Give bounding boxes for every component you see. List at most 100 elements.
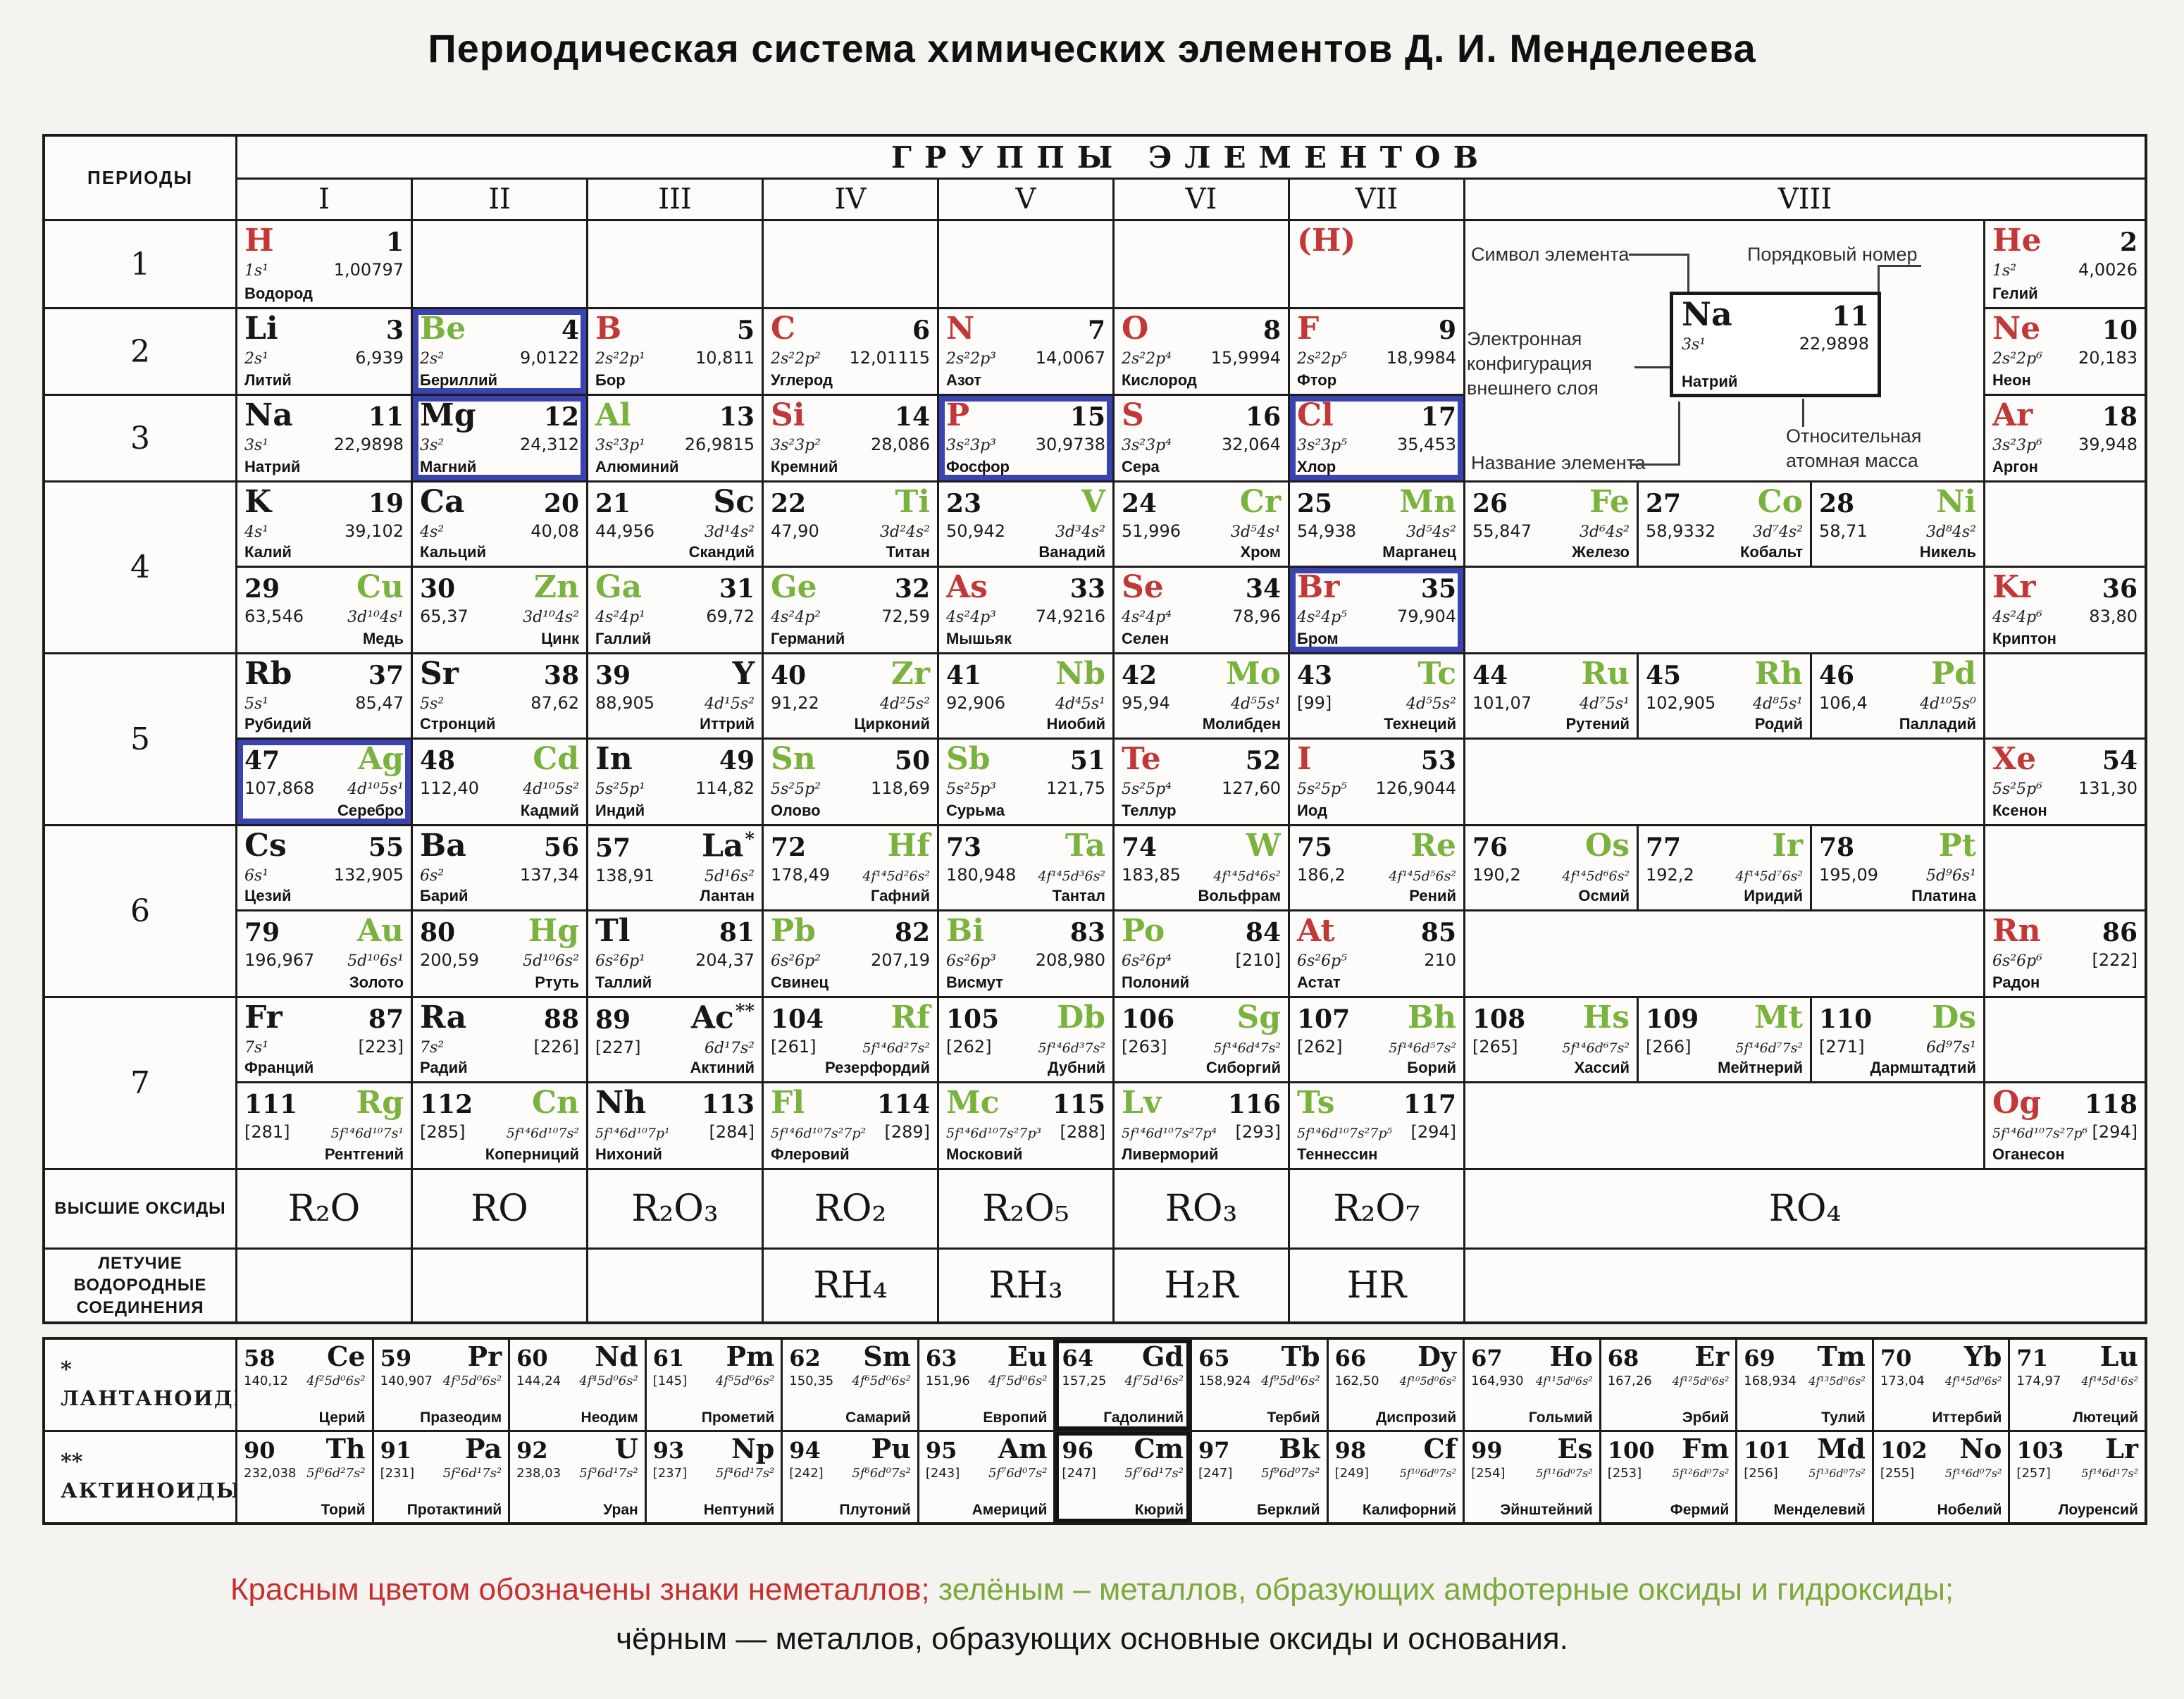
- electron-config: 5f³6d¹7s²: [579, 1466, 638, 1481]
- atomic-number: 63: [925, 1345, 957, 1371]
- element-symbol: Cm: [1134, 1433, 1184, 1464]
- element-name: Натрий: [244, 458, 301, 475]
- element-cell-As: As 33 4s²4p³ 74,9216 Мышьяк: [939, 568, 1112, 652]
- electron-config: 4d⁵5s¹: [1230, 695, 1281, 713]
- element-cell-Hf: 72 Hf 178,49 4f¹⁴5d²6s² Гафний: [764, 826, 937, 909]
- atomic-mass: 158,924: [1198, 1374, 1251, 1388]
- element-symbol: Br: [1297, 569, 1340, 605]
- element-name: Олово: [771, 802, 821, 819]
- atomic-number: 78: [1819, 833, 1855, 862]
- atomic-mass: 9,0122: [520, 348, 579, 368]
- atomic-number: 65: [1198, 1345, 1230, 1371]
- series-marker-icon: *: [61, 1357, 72, 1382]
- element-cell-Tm: 69 Tm 168,934 4f¹³5d⁰6s² Тулий: [1737, 1340, 1872, 1430]
- element-cell-Ti: 22 Ti 47,90 3d²4s² Титан: [764, 483, 937, 566]
- atomic-mass: 28,086: [871, 435, 930, 454]
- element-symbol: Hf: [887, 828, 931, 864]
- electron-config: 5s²5p⁴: [1122, 780, 1172, 798]
- atomic-number: 19: [368, 489, 404, 518]
- electron-config: 3s²3p⁶: [1992, 437, 2043, 454]
- electron-config: 5f¹⁴6d¹⁰7s²7p⁴: [1122, 1126, 1217, 1141]
- color-legend-line-2: чёрным — металлов, образующих основные о…: [0, 1622, 2184, 1657]
- element-cell-Ta: 73 Ta 180,948 4f¹⁴5d³6s² Тантал: [939, 826, 1112, 909]
- atomic-mass: 102,905: [1646, 693, 1716, 713]
- atomic-mass: [253]: [1607, 1466, 1642, 1481]
- electron-config: 4f¹³5d⁰6s²: [1808, 1374, 1866, 1388]
- electron-config: 5s²5p³: [946, 780, 997, 798]
- oxide-formula: R₂O: [237, 1170, 411, 1247]
- element-symbol: No: [1959, 1433, 2002, 1464]
- element-cell-Ts: Ts 117 5f¹⁴6d¹⁰7s²7p⁵ [294] Теннессин: [1290, 1083, 1463, 1168]
- atomic-mass: 195,09: [1819, 865, 1878, 885]
- atomic-number: 56: [543, 833, 579, 862]
- oxide-formula: RO₂: [764, 1170, 937, 1247]
- element-name: Вольфрам: [1198, 887, 1281, 904]
- element-symbol: Gd: [1141, 1340, 1184, 1372]
- electron-config: 6d¹7s²: [704, 1039, 755, 1057]
- atomic-mass: 15,9994: [1210, 348, 1281, 368]
- electron-config: 5f¹⁴6d⁷7s²: [1735, 1040, 1803, 1056]
- element-cell-Yb: 70 Yb 173,04 4f¹⁴5d⁰6s² Иттербий: [1873, 1340, 2009, 1430]
- element-symbol: Y: [732, 656, 755, 692]
- atomic-number: 58: [244, 1345, 275, 1371]
- element-name: Сера: [1122, 458, 1160, 475]
- element-cell-Pd: 46 Pd 106,4 4d¹⁰5s⁰ Палладий: [1812, 654, 1983, 738]
- atomic-number: 3: [385, 316, 404, 345]
- legend-area: Символ элемента Порядковый номер Электронн…: [1465, 221, 1983, 480]
- element-symbol: Ag: [358, 741, 404, 777]
- atomic-mass: 178,49: [771, 865, 830, 885]
- legend-connector-line: [1878, 265, 1921, 267]
- element-cell-Ne: Ne 10 2s²2p⁶ 20,183 Неон: [1985, 309, 2145, 394]
- atomic-mass: 162,50: [1334, 1374, 1379, 1388]
- legend-connector-line: [1878, 265, 1880, 293]
- element-symbol: Db: [1057, 1000, 1105, 1035]
- element-cell-U: 92 U 238,03 5f³6d¹7s² Уран: [510, 1432, 645, 1522]
- atomic-number: 89: [595, 1004, 631, 1035]
- element-cell-V: 23 V 50,942 3d³4s² Ванадий: [939, 483, 1112, 566]
- atomic-mass: 26,9815: [684, 435, 755, 454]
- element-cell-Ds: 110 Ds [271] 6d⁹7s¹ Дармштадтий: [1812, 998, 1983, 1081]
- element-name: Теннессин: [1297, 1145, 1378, 1163]
- atomic-mass: 144,24: [516, 1374, 561, 1388]
- element-symbol: Nh: [595, 1085, 647, 1121]
- element-name: Платина: [1911, 887, 1976, 904]
- atomic-number: 62: [789, 1345, 821, 1371]
- group-numeral-I: I: [237, 180, 411, 219]
- element-symbol: Ir: [1772, 828, 1803, 864]
- oxide-formula: R₂O₃: [588, 1170, 762, 1247]
- element-cell-Zr: 40 Zr 91,22 4d²5s² Цирконий: [764, 654, 937, 738]
- element-symbol: O: [1122, 311, 1149, 347]
- element-name: Рубидий: [244, 715, 312, 733]
- element-symbol: P: [946, 397, 970, 433]
- atomic-number: 102: [1880, 1437, 1928, 1464]
- atomic-number: 16: [1245, 402, 1281, 432]
- atomic-number: 7: [1087, 316, 1105, 345]
- atomic-number: 101: [1744, 1437, 1792, 1464]
- atomic-mass: 39,102: [345, 521, 404, 541]
- atomic-mass: 54,938: [1297, 521, 1356, 541]
- atomic-mass: 65,37: [420, 606, 469, 626]
- element-cell-O: O 8 2s²2p⁴ 15,9994 Кислород: [1115, 309, 1288, 394]
- element-cell-Np: 93 Np [237] 5f⁴6d¹7s² Нептуний: [646, 1432, 781, 1522]
- atomic-number: 37: [368, 661, 404, 690]
- legend-connector-line: [1687, 254, 1689, 294]
- element-name: Молибден: [1202, 715, 1281, 733]
- element-name: Торий: [321, 1502, 366, 1518]
- element-symbol: Mg: [420, 397, 476, 433]
- electron-config: 5s²: [420, 695, 445, 713]
- element-name: Калифорний: [1362, 1502, 1457, 1518]
- atomic-number: 105: [946, 1004, 1000, 1034]
- element-name: Дармштадтий: [1870, 1059, 1976, 1076]
- element-name: Кальций: [420, 543, 487, 561]
- element-cell-Cl: Cl 17 3s²3p⁵ 35,453 Хлор: [1290, 396, 1463, 480]
- electron-config: 5f¹⁴6d¹7s²: [2081, 1467, 2138, 1480]
- element-cell-Ba: Ba 56 6s² 137,34 Барий: [413, 826, 586, 909]
- empty-cell: [413, 221, 586, 307]
- atomic-number: 73: [946, 833, 982, 862]
- element-name: Ниобий: [1046, 715, 1106, 733]
- atomic-mass: 107,868: [244, 778, 315, 798]
- element-name: Неон: [1992, 371, 2031, 389]
- color-legend-line-1: Красным цветом обозначены знаки неметалл…: [0, 1572, 2184, 1607]
- group-numeral-VII: VII: [1290, 180, 1463, 219]
- atomic-mass: [288]: [1060, 1122, 1105, 1142]
